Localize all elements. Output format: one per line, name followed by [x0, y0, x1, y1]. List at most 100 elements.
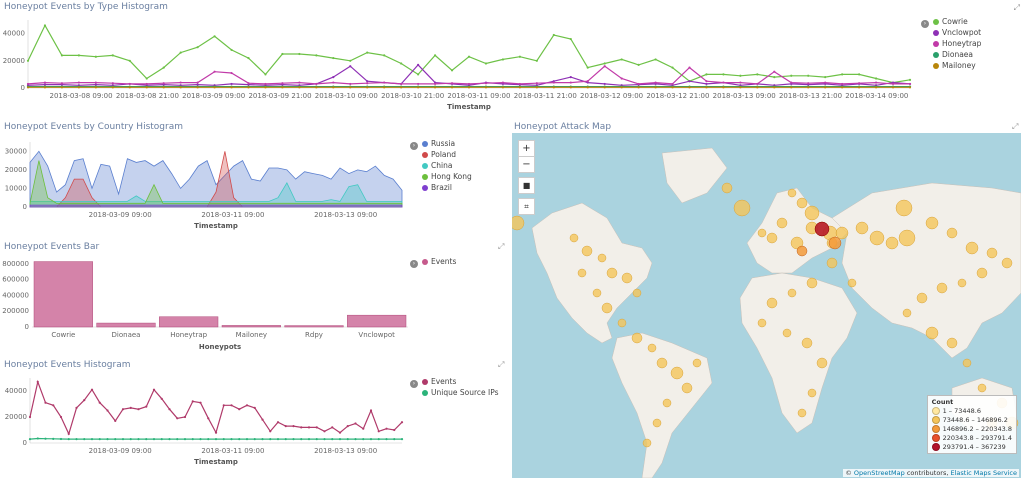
expand-icon[interactable]: ⤢ — [498, 360, 505, 369]
x-tick-label: 2018-03-10 09:00 — [315, 92, 378, 100]
data-point — [569, 76, 572, 79]
map-attribution: © OpenStreetMap contributors, Elastic Ma… — [843, 469, 1019, 477]
attack-map[interactable]: + − ■ ⌗ Count 1 – 73448.6 73448.6 – 14689… — [512, 133, 1021, 478]
data-point — [145, 405, 148, 408]
legend-item[interactable]: Brazil — [422, 182, 472, 193]
data-point — [891, 82, 895, 86]
data-point — [603, 86, 606, 89]
data-point — [43, 86, 47, 89]
data-point — [332, 86, 335, 89]
data-point — [129, 406, 132, 409]
data-point — [858, 86, 861, 89]
legend-toggle-icon[interactable]: › — [410, 260, 418, 268]
legend-swatch — [422, 151, 428, 158]
data-point — [162, 82, 165, 85]
legend-label: Unique Source IPs — [431, 388, 499, 397]
legend-toggle-icon[interactable]: › — [921, 20, 929, 28]
data-point — [315, 438, 318, 441]
data-point — [230, 404, 233, 407]
legend-item[interactable]: Events — [422, 256, 456, 267]
data-point — [433, 82, 437, 86]
x-tick-label: 2018-03-13 09:00 — [314, 211, 377, 219]
x-tick-label: 2018-03-09 09:00 — [182, 92, 245, 100]
osm-link[interactable]: OpenStreetMap — [853, 469, 905, 477]
y-tick-label: 200000 — [2, 307, 29, 315]
data-point — [346, 425, 349, 428]
data-point — [168, 438, 171, 441]
attack-marker — [597, 253, 607, 263]
data-point — [705, 73, 708, 76]
fit-bounds-button[interactable]: ⌗ — [518, 198, 535, 215]
data-point — [162, 86, 165, 89]
attack-marker — [1001, 257, 1013, 269]
ems-link[interactable]: Elastic Maps Service — [950, 469, 1017, 477]
map-legend-swatch — [931, 433, 940, 442]
zoom-in-button[interactable]: + — [518, 140, 535, 157]
expand-icon[interactable]: ⤢ — [498, 242, 505, 251]
attack-marker — [807, 388, 817, 398]
legend-item[interactable]: Poland — [422, 149, 472, 160]
attack-marker — [816, 357, 828, 369]
attack-marker — [977, 383, 987, 393]
legend-toggle-icon[interactable]: › — [410, 380, 418, 388]
x-tick-label: 2018-03-13 09:00 — [314, 447, 377, 455]
legend-swatch — [933, 62, 939, 69]
series-line-honeytrap — [27, 65, 910, 85]
legend-item[interactable]: Honeytrap — [933, 38, 981, 49]
attack-marker — [895, 199, 913, 217]
x-tick-label: Dionaea — [112, 331, 141, 339]
world-map[interactable] — [512, 133, 1021, 478]
attack-marker — [965, 241, 979, 255]
expand-icon[interactable]: ⤢ — [1013, 3, 1020, 12]
draw-filter-button[interactable]: ■ — [518, 177, 535, 194]
attack-marker — [662, 398, 672, 408]
legend-item[interactable]: Mailoney — [933, 60, 981, 71]
map-legend-label: 220343.8 – 293791.4 — [942, 433, 1012, 442]
bar-cowrie — [33, 261, 93, 328]
data-point — [152, 438, 156, 441]
data-point — [858, 82, 861, 85]
bar-mailoney — [221, 325, 281, 328]
zoom-out-button[interactable]: − — [518, 156, 535, 173]
data-point — [43, 81, 47, 84]
data-point — [705, 82, 708, 86]
legend-item[interactable]: Unique Source IPs — [422, 387, 499, 398]
data-point — [298, 81, 301, 84]
attack-marker — [670, 366, 684, 380]
legend-item[interactable]: Hong Kong — [422, 171, 472, 182]
x-tick-label: 2018-03-11 21:00 — [514, 92, 577, 100]
data-point — [518, 82, 521, 86]
legend-item[interactable]: Russia — [422, 138, 472, 149]
bar-rdpy — [284, 325, 344, 328]
data-point — [369, 409, 373, 412]
data-point — [417, 63, 420, 66]
data-point — [199, 438, 202, 441]
data-point — [307, 426, 311, 429]
data-point — [94, 86, 97, 89]
attack-marker — [787, 188, 797, 198]
expand-icon[interactable]: ⤢ — [1012, 122, 1019, 131]
data-point — [705, 86, 708, 89]
data-point — [67, 438, 70, 441]
greenland-land — [661, 147, 728, 204]
data-point — [688, 86, 691, 89]
attack-marker — [766, 297, 778, 309]
data-point — [450, 82, 454, 85]
data-point — [552, 33, 555, 37]
data-point — [349, 65, 352, 68]
attack-marker-max — [814, 221, 830, 237]
legend-item[interactable]: China — [422, 160, 472, 171]
data-point — [323, 438, 326, 441]
attack-marker — [898, 229, 916, 247]
data-point — [366, 82, 369, 85]
legend-swatch — [933, 29, 939, 36]
attack-marker — [787, 288, 797, 298]
legend-toggle-icon[interactable]: › — [410, 142, 418, 150]
data-point — [654, 81, 657, 84]
legend-item[interactable]: Vnclowpot — [933, 27, 981, 38]
legend-item[interactable]: Events — [422, 376, 499, 387]
legend-item[interactable]: Cowrie — [933, 16, 981, 27]
data-point — [467, 55, 471, 58]
panel-title: Honeypot Events Bar — [4, 242, 100, 252]
legend-item[interactable]: Dionaea — [933, 49, 981, 60]
